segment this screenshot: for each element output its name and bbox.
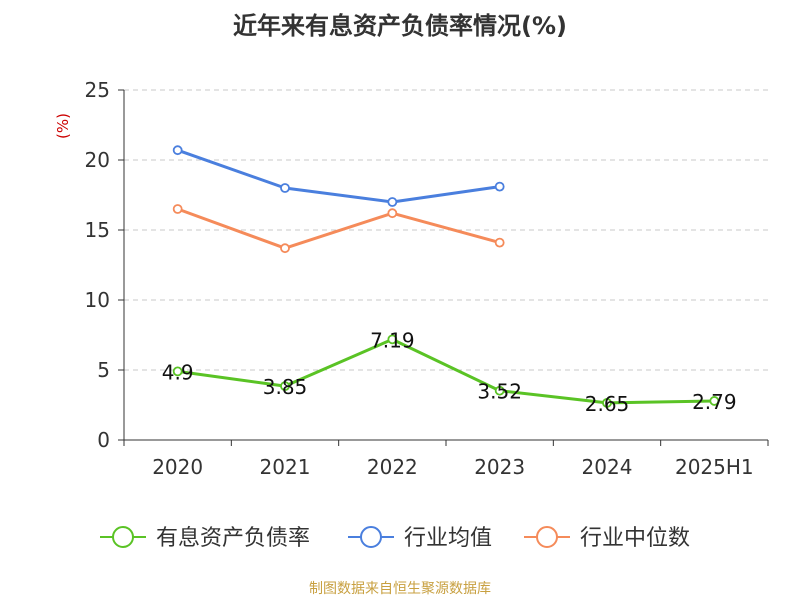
legend-label: 行业均值 [404, 526, 492, 551]
data-label: 7.19 [370, 328, 415, 352]
legend-marker [536, 526, 558, 548]
data-point [172, 145, 183, 156]
data-point [494, 237, 505, 248]
x-tick-label: 2023 [474, 455, 525, 479]
data-label: 3.52 [477, 380, 522, 404]
y-tick-label: 0 [97, 428, 110, 452]
y-tick-label: 25 [85, 78, 110, 102]
x-tick-label: 2022 [367, 455, 418, 479]
data-point [172, 204, 183, 214]
x-tick-label: 2021 [260, 455, 311, 479]
y-tick-label: 10 [85, 288, 110, 312]
x-tick-label: 2025H1 [675, 455, 754, 479]
series-line-2 [177, 207, 501, 250]
data-point [280, 243, 290, 254]
data-point [602, 397, 612, 408]
data-point [709, 396, 720, 406]
y-axis-label: (%) [54, 113, 72, 139]
y-tick-label: 20 [85, 148, 110, 172]
data-label: 2.79 [692, 390, 737, 414]
data-point [387, 334, 398, 345]
data-label: 4.9 [162, 360, 194, 384]
series-line-0 [177, 337, 715, 405]
x-tick-label: 2020 [152, 455, 203, 479]
chart-title: 近年来有息资产负债率情况(%) [233, 12, 567, 40]
source-note: 制图数据来自恒生聚源数据库 [309, 581, 491, 597]
data-point [494, 385, 505, 396]
legend-label: 有息资产负债率 [156, 526, 310, 551]
data-point [387, 197, 398, 207]
legend-label: 行业中位数 [580, 526, 690, 551]
legend-marker [360, 526, 382, 548]
data-point [280, 183, 290, 193]
series-line-1 [177, 148, 500, 204]
y-tick-label: 5 [97, 358, 110, 382]
data-label: 2.65 [585, 392, 630, 416]
data-point [387, 208, 398, 219]
data-point [280, 381, 290, 392]
data-point [172, 366, 183, 377]
data-point [494, 181, 505, 192]
x-tick-label: 2024 [582, 455, 633, 479]
legend-marker [112, 526, 134, 548]
data-label: 3.85 [263, 375, 308, 399]
y-tick-label: 15 [85, 218, 110, 242]
